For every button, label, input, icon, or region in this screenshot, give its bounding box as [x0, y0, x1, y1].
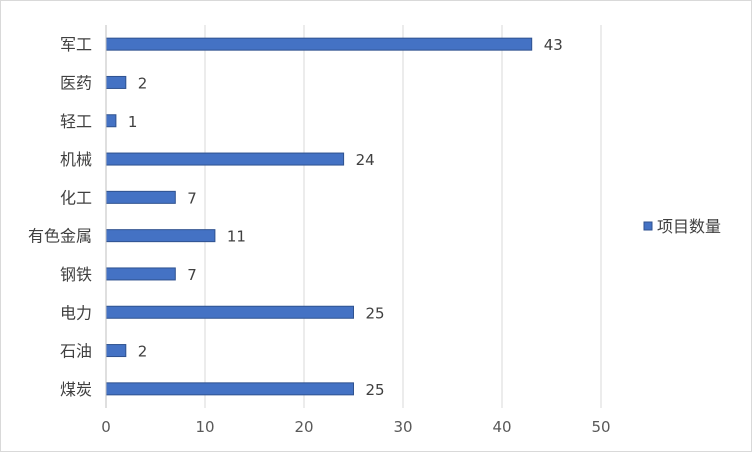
data-label: 43: [544, 36, 563, 54]
bar: [105, 190, 176, 204]
data-label: 7: [187, 266, 197, 284]
category-label: 医药: [60, 73, 92, 92]
category-label: 石油: [60, 342, 92, 361]
bar: [105, 267, 176, 281]
category-label: 机械: [60, 150, 92, 169]
category-label: 钢铁: [60, 265, 92, 284]
category-label: 电力: [60, 303, 92, 322]
data-label: 2: [138, 74, 148, 92]
data-label: 7: [187, 189, 197, 207]
bar: [105, 37, 533, 51]
legend-label: 项目数量: [657, 217, 721, 236]
bar: [105, 229, 216, 243]
category-label: 煤炭: [60, 380, 92, 399]
data-label: 25: [366, 304, 385, 322]
bars: 43 2 1 24 7 11 7 25 2 25: [105, 36, 563, 399]
data-label: 11: [227, 228, 246, 246]
data-label: 1: [128, 113, 138, 131]
gridlines: [204, 25, 602, 408]
x-tick-label: 20: [294, 418, 313, 436]
legend-swatch: [643, 221, 653, 231]
x-tick-label: 30: [393, 418, 412, 436]
data-label: 24: [356, 151, 375, 169]
x-tick-label: 0: [101, 418, 111, 436]
bar: [105, 382, 354, 396]
x-tick-label: 50: [591, 418, 610, 436]
category-label: 化工: [60, 188, 92, 207]
data-label: 25: [366, 381, 385, 399]
legend: 项目数量: [643, 217, 721, 236]
bar: [105, 305, 354, 319]
category-label: 轻工: [60, 112, 92, 131]
x-tick-label: 10: [195, 418, 214, 436]
data-label: 2: [138, 343, 148, 361]
category-label: 有色金属: [28, 227, 92, 246]
x-tick-label: 40: [492, 418, 511, 436]
category-label: 军工: [60, 35, 92, 54]
bar: [105, 114, 117, 128]
bar: [105, 75, 127, 89]
bar: [105, 344, 127, 358]
bar: [105, 152, 345, 166]
